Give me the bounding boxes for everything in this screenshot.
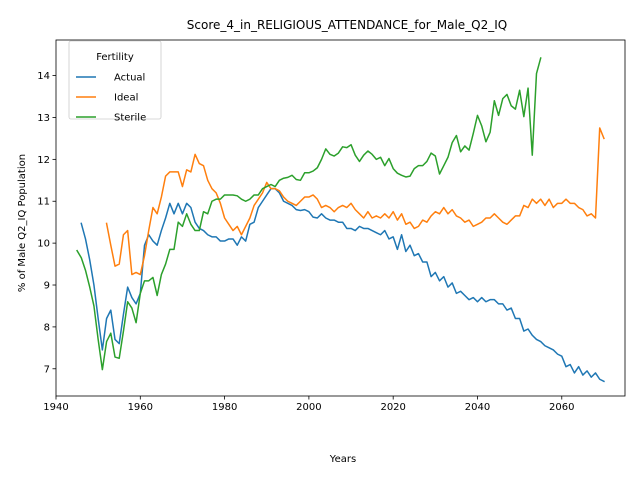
x-tick-label: 1960 bbox=[128, 402, 153, 413]
x-tick-label: 2020 bbox=[380, 402, 405, 413]
x-tick-label: 1940 bbox=[43, 402, 68, 413]
y-tick-label: 9 bbox=[44, 281, 50, 292]
series-line-actual bbox=[80, 187, 605, 383]
legend-entries: Actual Ideal Sterile bbox=[76, 73, 146, 124]
series-line-sterile bbox=[76, 57, 542, 371]
x-axis-ticks: 1940 1960 1980 2000 2020 2040 2060 bbox=[43, 396, 575, 413]
series-line-ideal bbox=[105, 127, 605, 276]
chart-title: Score_4_in_RELIGIOUS_ATTENDANCE_for_Male… bbox=[187, 18, 507, 32]
y-tick-label: 7 bbox=[44, 364, 50, 375]
legend: Fertility Actual Ideal Sterile bbox=[68, 40, 162, 124]
y-tick-label: 10 bbox=[37, 239, 50, 250]
legend-label-sterile: Sterile bbox=[114, 113, 146, 124]
y-axis-label: % of Male Q2_IQ Population bbox=[17, 154, 28, 292]
y-tick-label: 12 bbox=[37, 155, 50, 166]
legend-box bbox=[68, 40, 162, 120]
y-tick-label: 14 bbox=[37, 71, 50, 82]
series-lines bbox=[76, 57, 605, 383]
plot-frame bbox=[55, 39, 626, 397]
x-axis-label: Years bbox=[329, 454, 356, 465]
x-tick-label: 1980 bbox=[212, 402, 237, 413]
x-tick-label: 2000 bbox=[296, 402, 321, 413]
y-tick-label: 11 bbox=[37, 197, 50, 208]
y-tick-label: 13 bbox=[37, 113, 50, 124]
legend-label-actual: Actual bbox=[114, 73, 145, 84]
legend-label-ideal: Ideal bbox=[114, 93, 138, 104]
x-tick-label: 2060 bbox=[549, 402, 574, 413]
legend-title: Fertility bbox=[96, 52, 134, 63]
x-tick-label: 2040 bbox=[465, 402, 490, 413]
y-axis-ticks: 7 8 9 10 11 12 13 14 bbox=[37, 71, 56, 375]
y-tick-label: 8 bbox=[44, 322, 50, 333]
